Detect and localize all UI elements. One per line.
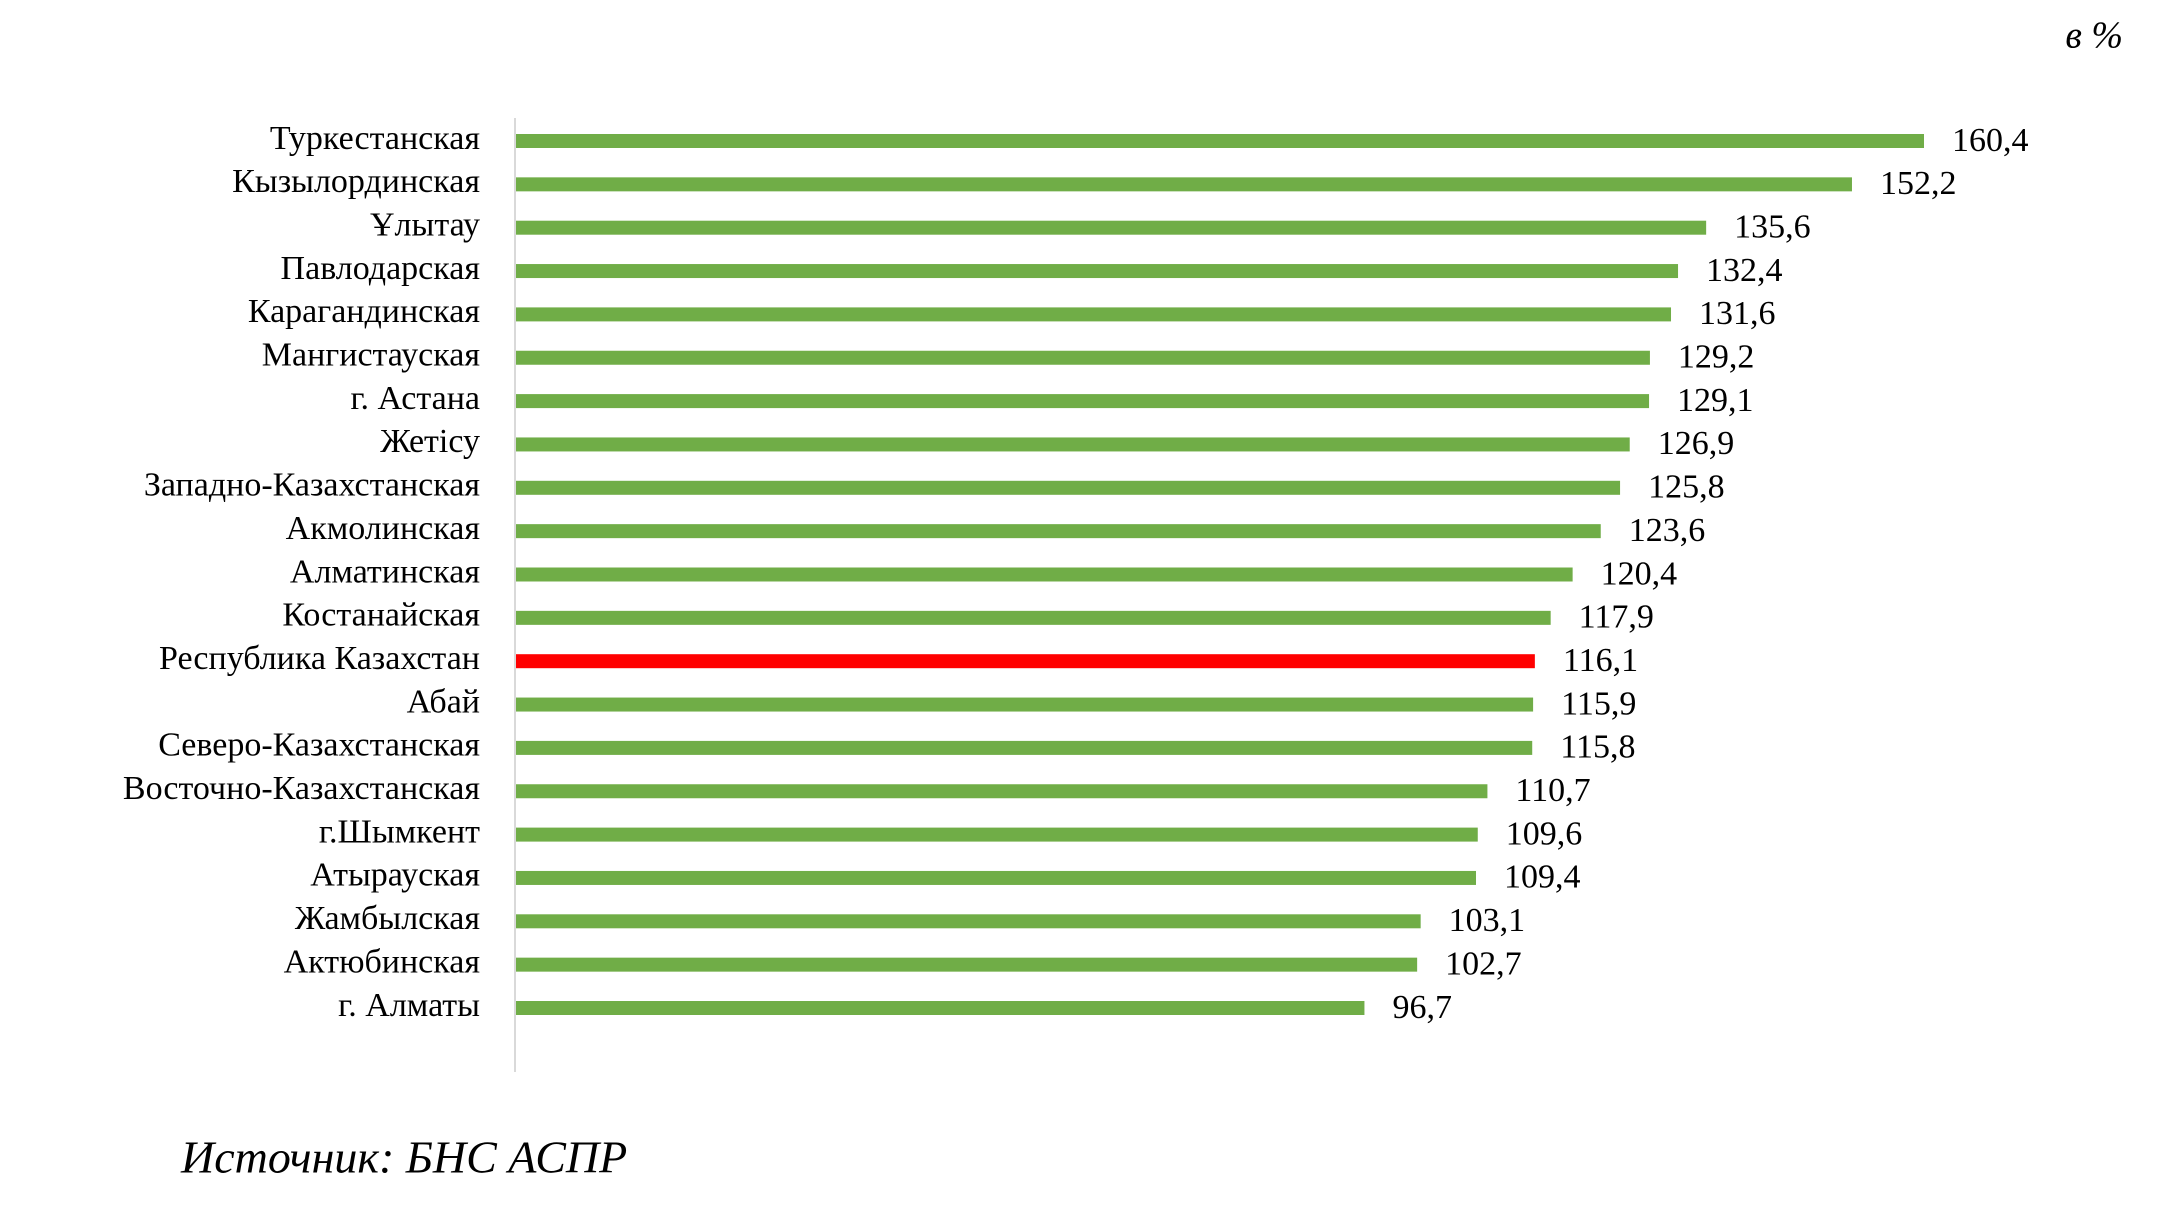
value-label: 160,4 — [1952, 122, 2029, 159]
category-label: Мангистауская — [262, 337, 481, 374]
category-label: Павлодарская — [281, 250, 481, 287]
bar — [516, 870, 1477, 885]
value-label: 129,1 — [1677, 382, 1754, 419]
bar — [516, 914, 1421, 929]
category-label: Абай — [407, 683, 480, 720]
bar — [516, 307, 1672, 322]
value-label: 123,6 — [1629, 512, 1706, 549]
bar — [516, 957, 1418, 972]
bar — [516, 220, 1707, 235]
category-label: Актюбинская — [284, 943, 481, 980]
category-label: Западно-Казахстанская — [144, 467, 480, 504]
bar — [516, 654, 1535, 669]
bar — [516, 437, 1630, 452]
value-label: 109,6 — [1506, 815, 1583, 852]
value-label: 152,2 — [1880, 165, 1957, 202]
bar — [516, 697, 1534, 712]
category-label: Восточно-Казахстанская — [123, 770, 480, 807]
category-label: г. Алматы — [338, 987, 480, 1024]
bar — [516, 394, 1650, 409]
category-label: Туркестанская — [270, 120, 481, 157]
value-label: 135,6 — [1734, 208, 1811, 245]
value-label: 129,2 — [1678, 339, 1755, 376]
category-label: Костанайская — [282, 597, 480, 634]
category-label: Кызылординская — [232, 163, 480, 200]
category-label: Ұлытау — [370, 206, 480, 243]
value-label: 117,9 — [1579, 599, 1654, 636]
bar — [516, 1001, 1365, 1015]
bar — [516, 524, 1601, 539]
bar — [516, 134, 1924, 148]
value-label: 102,7 — [1445, 945, 1522, 982]
category-label: Жетісу — [380, 423, 480, 460]
bar — [516, 350, 1650, 365]
value-label: 110,7 — [1515, 772, 1590, 809]
value-label: 115,9 — [1561, 685, 1636, 722]
category-label: г.Шымкент — [319, 813, 480, 850]
value-label: 103,1 — [1449, 902, 1526, 939]
category-label: Северо-Казахстанская — [158, 727, 480, 764]
value-label: 125,8 — [1648, 469, 1725, 506]
category-label: Атырауская — [310, 857, 480, 894]
bar — [516, 177, 1852, 192]
value-label: 109,4 — [1504, 859, 1581, 896]
bar — [516, 567, 1573, 582]
category-label: г. Астана — [350, 380, 480, 417]
unit-label: в % — [2065, 15, 2123, 57]
bar — [516, 740, 1533, 755]
bar — [516, 610, 1551, 625]
bar — [516, 264, 1679, 279]
value-label: 132,4 — [1706, 252, 1783, 289]
value-label: 116,1 — [1563, 642, 1638, 679]
category-label: Жамбылская — [295, 900, 481, 937]
value-label: 126,9 — [1658, 425, 1735, 462]
bar — [516, 784, 1488, 799]
source: Источник: БНС АСПР — [180, 1132, 627, 1183]
value-label: 120,4 — [1601, 555, 1678, 592]
category-label: Акмолинская — [286, 510, 481, 547]
value-label: 131,6 — [1699, 295, 1776, 332]
value-label: 115,8 — [1560, 729, 1635, 766]
category-label: Алматинская — [290, 553, 480, 590]
category-label: Карагандинская — [248, 293, 481, 330]
category-label: Республика Казахстан — [159, 640, 480, 677]
bar — [516, 827, 1478, 842]
value-label: 96,7 — [1392, 989, 1452, 1026]
bar — [516, 480, 1621, 495]
